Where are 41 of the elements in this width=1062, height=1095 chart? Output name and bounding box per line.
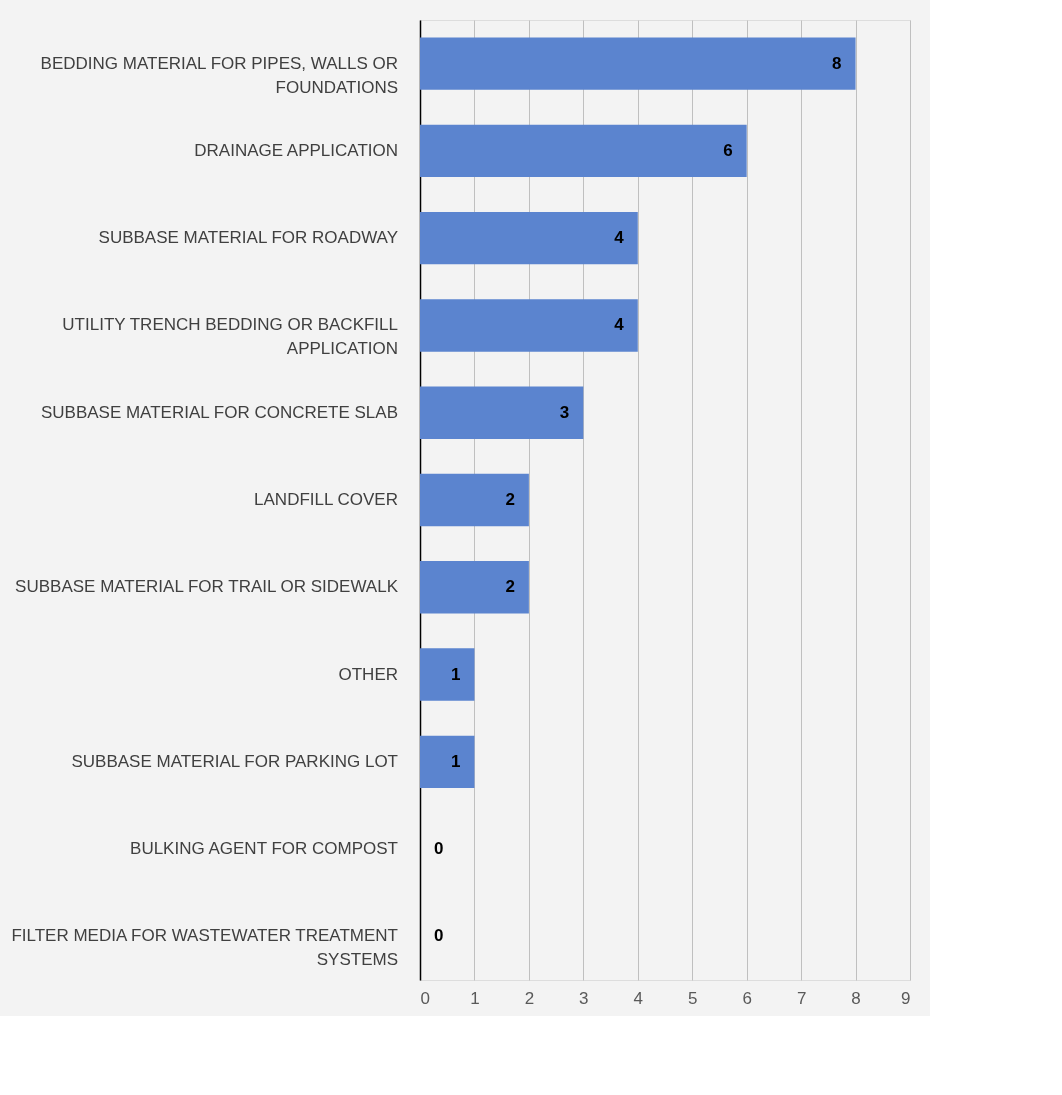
y-tick-label: SUBBASE MATERIAL FOR TRAIL OR SIDEWALK xyxy=(15,577,399,597)
y-tick-label: SUBBASE MATERIAL FOR PARKING LOT xyxy=(71,751,398,771)
bar xyxy=(420,212,638,265)
x-tick-label: 4 xyxy=(633,988,644,1008)
x-tick-label: 2 xyxy=(524,988,535,1008)
data-label: 8 xyxy=(832,53,842,73)
data-label: 1 xyxy=(450,664,461,684)
bar xyxy=(420,473,529,527)
data-label: 4 xyxy=(614,228,625,248)
x-tick-label: 3 xyxy=(579,988,589,1008)
x-tick-label: 0 xyxy=(420,988,430,1008)
data-label: 6 xyxy=(723,140,733,160)
data-label: 0 xyxy=(434,926,444,946)
x-tick-label: 6 xyxy=(742,988,752,1008)
y-tick-label: SUBBASE MATERIAL FOR CONCRETE SLAB xyxy=(40,402,398,422)
data-label: 4 xyxy=(614,315,625,335)
y-tick-label: UTILITY TRENCH BEDDING OR BACKFILL APPLICATION xyxy=(62,315,398,359)
bar xyxy=(420,386,584,439)
y-tick-label: SUBBASE MATERIAL FOR ROADWAY xyxy=(98,228,398,248)
y-tick-label: FILTER MEDIA FOR WASTEWATER TREATMENT SYSTEMS xyxy=(11,926,398,970)
data-label: 2 xyxy=(505,490,515,509)
bar xyxy=(420,735,475,788)
data-label: 1 xyxy=(450,751,461,771)
x-tick-label: 8 xyxy=(851,988,861,1008)
data-label: 0 xyxy=(434,839,444,859)
data-label: 3 xyxy=(559,402,570,422)
bar xyxy=(420,648,475,701)
data-label: 2 xyxy=(505,577,515,597)
x-tick-label: 1 xyxy=(470,988,480,1008)
y-tick-label: LANDFILL COVER xyxy=(254,490,398,509)
bar xyxy=(420,37,856,90)
y-tick-label: DRAINAGE APPLICATION xyxy=(194,140,398,160)
y-tick-label: BULKING AGENT FOR COMPOST xyxy=(130,839,398,859)
y-tick-label: OTHER xyxy=(338,664,398,684)
bar xyxy=(420,124,747,178)
x-tick-label: 5 xyxy=(687,988,698,1008)
bar xyxy=(420,561,529,614)
x-tick-label: 7 xyxy=(796,988,807,1008)
bar xyxy=(420,299,638,352)
x-tick-label: 9 xyxy=(901,988,911,1008)
y-tick-label: BEDDING MATERIAL FOR PIPES, WALLS OR FOUNDATIONS xyxy=(40,53,398,97)
